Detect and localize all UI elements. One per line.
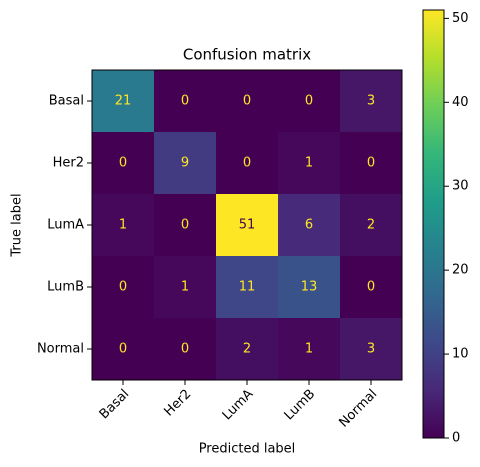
heatmap-cell	[92, 70, 155, 133]
heatmap-cell	[154, 256, 217, 319]
y-tick-label: Normal	[37, 342, 84, 357]
heatmap-cell	[340, 256, 403, 319]
chart-title: Confusion matrix	[183, 46, 311, 64]
heatmap-cell	[92, 318, 155, 381]
heatmap-cell	[216, 194, 279, 257]
x-tick-label: LumA	[220, 387, 257, 424]
cell-label: 21	[115, 94, 132, 109]
colorbar-tick-label: 50	[452, 11, 469, 26]
colorbar-tick-label: 0	[452, 431, 460, 446]
colorbar-tick-label: 10	[452, 347, 469, 362]
heatmap-cell	[154, 70, 217, 133]
cell-label: 1	[305, 156, 313, 171]
cell-label: 0	[367, 156, 375, 171]
cell-label: 0	[181, 94, 189, 109]
cell-label: 51	[239, 218, 256, 233]
heatmap-cell	[154, 194, 217, 257]
colorbar-tick-label: 40	[452, 95, 469, 110]
heatmap-cell	[278, 318, 341, 381]
heatmap-cell	[216, 318, 279, 381]
heatmap-cell	[154, 318, 217, 381]
heatmap-cell	[154, 132, 217, 195]
heatmap-cell	[278, 70, 341, 133]
heatmap-cell	[216, 256, 279, 319]
y-axis-label: True label	[10, 193, 25, 257]
x-tick-label: LumB	[282, 387, 319, 424]
heatmap-cell	[216, 70, 279, 133]
heatmap-cell	[278, 132, 341, 195]
heatmap-cell	[278, 194, 341, 257]
y-tick-label: Her2	[53, 156, 84, 171]
cell-label: 9	[181, 156, 189, 171]
x-tick-label: Normal	[336, 387, 380, 431]
heatmap-cell	[216, 132, 279, 195]
cell-label: 1	[181, 280, 189, 295]
cell-label: 0	[243, 156, 251, 171]
colorbar-tick-label: 30	[452, 179, 469, 194]
cell-label: 0	[181, 342, 189, 357]
heatmap-cell	[92, 194, 155, 257]
heatmap-cell	[92, 132, 155, 195]
y-tick-label: LumA	[47, 218, 84, 233]
colorbar	[422, 9, 445, 439]
cell-label: 0	[243, 94, 251, 109]
colorbar-tick-label: 20	[452, 263, 469, 278]
cell-label: 13	[301, 280, 318, 295]
cell-label: 0	[305, 94, 313, 109]
cell-label: 1	[119, 218, 127, 233]
heatmap-cell	[278, 256, 341, 319]
cell-label: 11	[239, 280, 256, 295]
cell-label: 0	[367, 280, 375, 295]
heatmap-cell	[340, 194, 403, 257]
cell-label: 2	[367, 218, 375, 233]
x-axis-label: Predicted label	[199, 442, 296, 457]
heatmap-cell	[340, 132, 403, 195]
cell-label: 0	[119, 342, 127, 357]
cell-label: 1	[305, 342, 313, 357]
y-tick-label: LumB	[47, 280, 84, 295]
heatmap-cell	[92, 256, 155, 319]
x-tick-label: Basal	[97, 387, 133, 423]
heatmap-cell	[340, 318, 403, 381]
cell-label: 2	[243, 342, 251, 357]
cell-label: 6	[305, 218, 313, 233]
x-tick-label: Her2	[162, 387, 195, 420]
cell-label: 0	[181, 218, 189, 233]
cell-label: 0	[119, 156, 127, 171]
heatmap-cell	[340, 70, 403, 133]
y-tick-label: Basal	[49, 94, 84, 109]
cell-label: 0	[119, 280, 127, 295]
cell-label: 3	[367, 94, 375, 109]
cell-label: 3	[367, 342, 375, 357]
